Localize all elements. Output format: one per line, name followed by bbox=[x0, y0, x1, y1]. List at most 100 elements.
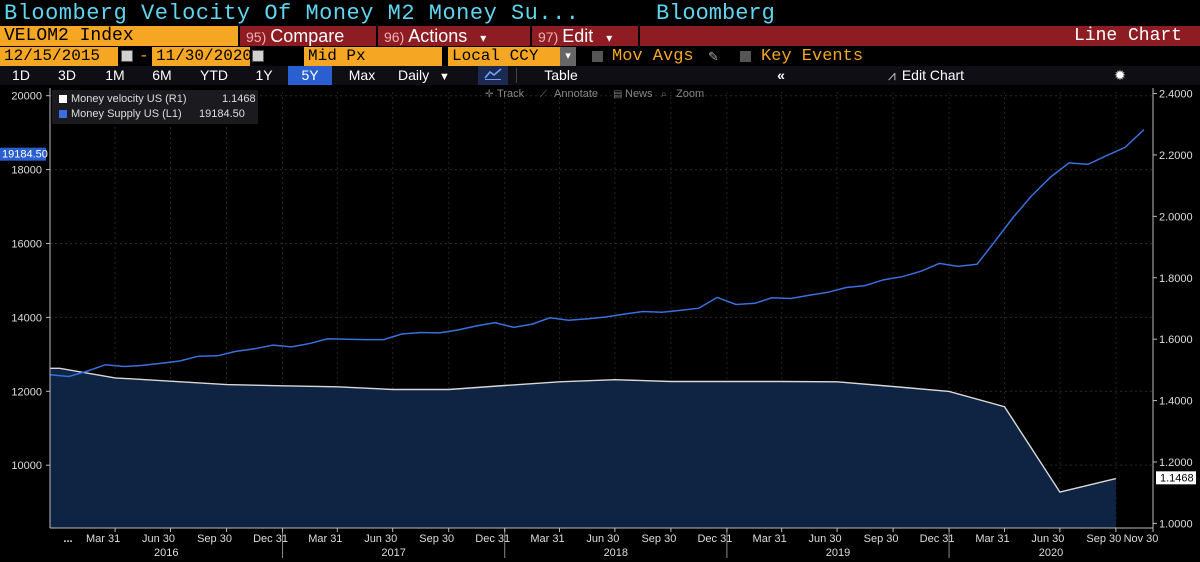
compare-button[interactable]: 95) Compare bbox=[240, 26, 376, 46]
zoom-tool[interactable]: Zoom bbox=[676, 88, 704, 100]
x-year-label: 2019 bbox=[826, 547, 850, 559]
annotate-tool[interactable]: Annotate bbox=[554, 88, 598, 100]
axes bbox=[49, 88, 1154, 529]
x-tick-label: Jun 30 bbox=[1031, 533, 1064, 545]
right-current-value: 1.1468 bbox=[1160, 472, 1194, 484]
chart-type-label: Line Chart bbox=[1073, 26, 1182, 46]
line-chart-icon[interactable] bbox=[478, 66, 508, 85]
table-button[interactable]: Table bbox=[544, 67, 578, 83]
edit-chart-button[interactable]: ⩘ Edit Chart bbox=[866, 66, 986, 85]
range-1y-button[interactable]: 1Y bbox=[255, 67, 273, 83]
x-tick-label: Dec 31 bbox=[475, 533, 510, 545]
news-icon[interactable]: ▤ bbox=[613, 89, 622, 100]
money-supply-series-line bbox=[49, 129, 1145, 378]
legend-label-supply: Money Supply US (L1) bbox=[71, 108, 182, 120]
x-tick-label: Mar 31 bbox=[753, 533, 787, 545]
toolbar-spacer bbox=[640, 26, 1200, 46]
range-1d-button[interactable]: 1D bbox=[12, 67, 30, 83]
x-year-label: 2017 bbox=[381, 547, 405, 559]
frequency-label: Daily bbox=[398, 67, 430, 83]
left-current-value-tag: 19184.50 bbox=[0, 147, 48, 161]
ticker-input[interactable]: VELOM2 Index bbox=[0, 26, 238, 46]
right-tick-label: 2.0000 bbox=[1159, 211, 1193, 223]
chart-area[interactable]: 10000 12000 14000 16000 18000 20000 1.0000 1.2… bbox=[0, 86, 1200, 562]
calendar-icon[interactable] bbox=[252, 50, 264, 62]
settings-row: 12/15/2015 - 11/30/2020 Mid Px Local CCY… bbox=[0, 47, 1200, 66]
range-5y-button[interactable]: 5Y bbox=[288, 66, 332, 85]
range-1m-button[interactable]: 1M bbox=[105, 67, 125, 83]
collapse-icon[interactable]: « bbox=[777, 67, 785, 83]
x-tick-label: Mar 31 bbox=[975, 533, 1009, 545]
gear-icon[interactable]: ✹ bbox=[1114, 67, 1126, 83]
right-tick-label: 1.2000 bbox=[1159, 457, 1193, 469]
compare-label: Compare bbox=[270, 26, 345, 46]
x-tick-label: Jun 30 bbox=[809, 533, 842, 545]
right-tick-label: 1.8000 bbox=[1159, 273, 1193, 285]
velocity-series-line bbox=[50, 367, 1117, 493]
title-bar: Bloomberg Velocity Of Money M2 Money Su.… bbox=[0, 0, 1200, 26]
x-tick-label: Dec 31 bbox=[920, 533, 955, 545]
mov-avgs-label: Mov Avgs bbox=[612, 47, 694, 66]
mov-avgs-checkbox[interactable] bbox=[592, 51, 603, 62]
crosshair-icon[interactable]: ✛ bbox=[485, 89, 494, 100]
edit-chart-label: Edit Chart bbox=[901, 67, 965, 83]
legend-swatch-velocity bbox=[59, 95, 67, 103]
left-axis-ticks: 10000 12000 14000 16000 18000 20000 bbox=[11, 91, 50, 472]
x-tick-label: Sep 30 bbox=[1086, 533, 1121, 545]
x-tick-label: Mar 31 bbox=[86, 533, 120, 545]
legend-swatch-supply bbox=[59, 110, 67, 118]
end-date-field[interactable]: 11/30/2020 bbox=[152, 47, 252, 66]
currency-select[interactable]: Local CCY bbox=[448, 47, 560, 66]
actions-button[interactable]: 96) Actions ▾ bbox=[378, 26, 530, 46]
date-range-dash: - bbox=[139, 47, 149, 65]
x-tick-label: Jun 30 bbox=[586, 533, 619, 545]
x-tick-label: Mar 31 bbox=[530, 533, 564, 545]
right-axis-ticks: 1.0000 1.2000 1.4000 1.6000 1.8000 2.0000 2.20… bbox=[1153, 89, 1193, 530]
track-tool[interactable]: Track bbox=[497, 88, 525, 100]
x-year-label: 2020 bbox=[1039, 547, 1063, 559]
annotate-icon[interactable]: ⟋ bbox=[540, 89, 547, 100]
key-events-label: Key Events bbox=[761, 47, 864, 66]
range-max-button[interactable]: Max bbox=[348, 67, 376, 83]
x-tick-label: Sep 30 bbox=[641, 533, 676, 545]
frequency-select[interactable]: Daily ▼ bbox=[392, 66, 470, 85]
right-tick-label: 1.0000 bbox=[1159, 518, 1193, 530]
chart-settings-icon: ⩘ bbox=[887, 67, 896, 83]
key-events-checkbox[interactable] bbox=[740, 51, 751, 62]
toolbar-divider bbox=[516, 68, 517, 83]
right-tick-label: 2.4000 bbox=[1159, 89, 1193, 101]
news-tool[interactable]: News bbox=[625, 88, 653, 100]
chevron-down-icon: ▾ bbox=[606, 31, 613, 45]
pencil-icon[interactable]: ✎ bbox=[708, 49, 719, 64]
x-tick-label: Mar 31 bbox=[308, 533, 342, 545]
x-tick-label: Sep 30 bbox=[197, 533, 232, 545]
left-tick-label: 16000 bbox=[11, 238, 42, 250]
x-tick-label: Jun 30 bbox=[142, 533, 175, 545]
start-date-field[interactable]: 12/15/2015 bbox=[0, 47, 118, 66]
x-tick-label-first: ... bbox=[63, 533, 72, 545]
x-tick-label: Jun 30 bbox=[364, 533, 397, 545]
range-ytd-button[interactable]: YTD bbox=[200, 67, 228, 83]
zoom-icon[interactable]: ⌕ bbox=[661, 89, 667, 100]
chevron-down-icon[interactable]: ▾ bbox=[560, 47, 576, 66]
range-toolbar: 1D 3D 1M 6M YTD 1Y 5Y Max Daily ▼ Table … bbox=[0, 66, 1200, 85]
command-toolbar: VELOM2 Index 95) Compare 96) Actions ▾ 97)… bbox=[0, 26, 1200, 46]
calendar-icon[interactable] bbox=[121, 50, 133, 62]
edit-button[interactable]: 97) Edit ▾ bbox=[532, 26, 638, 46]
legend-value-velocity: 1.1468 bbox=[222, 93, 256, 105]
price-field-select[interactable]: Mid Px bbox=[304, 47, 442, 66]
brand-label: Bloomberg bbox=[656, 1, 775, 26]
chevron-down-icon: ▾ bbox=[480, 31, 487, 45]
right-tick-label: 1.6000 bbox=[1159, 334, 1193, 346]
left-current-value: 19184.50 bbox=[2, 149, 48, 161]
chevron-down-icon: ▼ bbox=[439, 71, 450, 83]
x-tick-label: Dec 31 bbox=[253, 533, 288, 545]
actions-shortcut: 96) bbox=[384, 29, 405, 45]
security-title: Bloomberg Velocity Of Money M2 Money Su.… bbox=[4, 1, 580, 26]
range-6m-button[interactable]: 6M bbox=[152, 67, 172, 83]
velocity-area-fill bbox=[50, 368, 1116, 528]
x-tick-label: Nov 30 bbox=[1124, 533, 1159, 545]
x-tick-label: Sep 30 bbox=[419, 533, 454, 545]
range-3d-button[interactable]: 3D bbox=[58, 67, 76, 83]
right-current-value-tag: 1.1468 bbox=[1156, 471, 1196, 485]
